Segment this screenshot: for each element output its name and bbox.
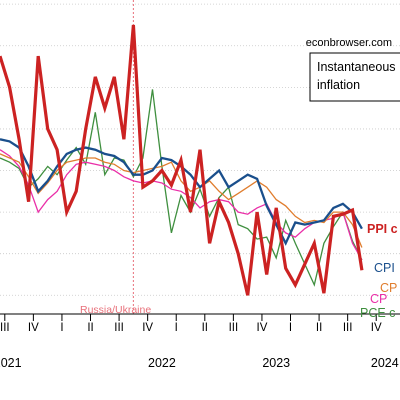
quarter-tick-label: IV <box>28 322 39 334</box>
legend-title-line-1: Instantaneous <box>317 60 396 74</box>
quarter-tick-label: III <box>114 322 124 334</box>
series-line-0 <box>0 24 364 296</box>
series-label-pce: PCE c <box>360 306 395 320</box>
series-label-ppi: PPI c <box>367 222 398 236</box>
quarter-tick-label: IV <box>142 322 153 334</box>
quarter-tick-label: I <box>60 322 63 334</box>
quarter-tick-label: I <box>175 322 178 334</box>
legend-title-line-2: inflation <box>317 78 360 92</box>
quarter-tick-label: IV <box>257 322 268 334</box>
quarter-tick-label: IV <box>371 322 382 334</box>
quarter-tick-label: I <box>289 322 292 334</box>
series-lines <box>0 24 364 296</box>
quarter-tick-label: II <box>316 322 322 334</box>
series-label-cp-orange: CP <box>380 281 397 295</box>
quarter-tick-label: II <box>202 322 208 334</box>
quarter-tick-label: III <box>343 322 353 334</box>
series-labels: PPI c CPI CP CP PCE c <box>360 222 398 320</box>
quarter-tick-label: II <box>87 322 93 334</box>
year-tick-label: 2021 <box>0 356 22 370</box>
source-label: econbrowser.com <box>306 37 392 49</box>
year-tick-label: 2023 <box>262 356 290 370</box>
russia-ukraine-label: Russia/Ukraine <box>80 304 151 316</box>
series-line-3 <box>0 149 363 261</box>
series-label-cpi: CPI <box>374 261 395 275</box>
year-tick-label: 2024 <box>371 356 399 370</box>
quarter-tick-label: III <box>229 322 239 334</box>
x-axis-ticks: IIIIVIIIIIIIVIIIIIIIVIIIIIIIV20212022202… <box>0 314 399 370</box>
quarter-tick-label: III <box>0 322 10 334</box>
year-tick-label: 2022 <box>148 356 176 370</box>
legend-box <box>309 52 400 102</box>
series-label-cp-pink: CP <box>370 292 387 306</box>
